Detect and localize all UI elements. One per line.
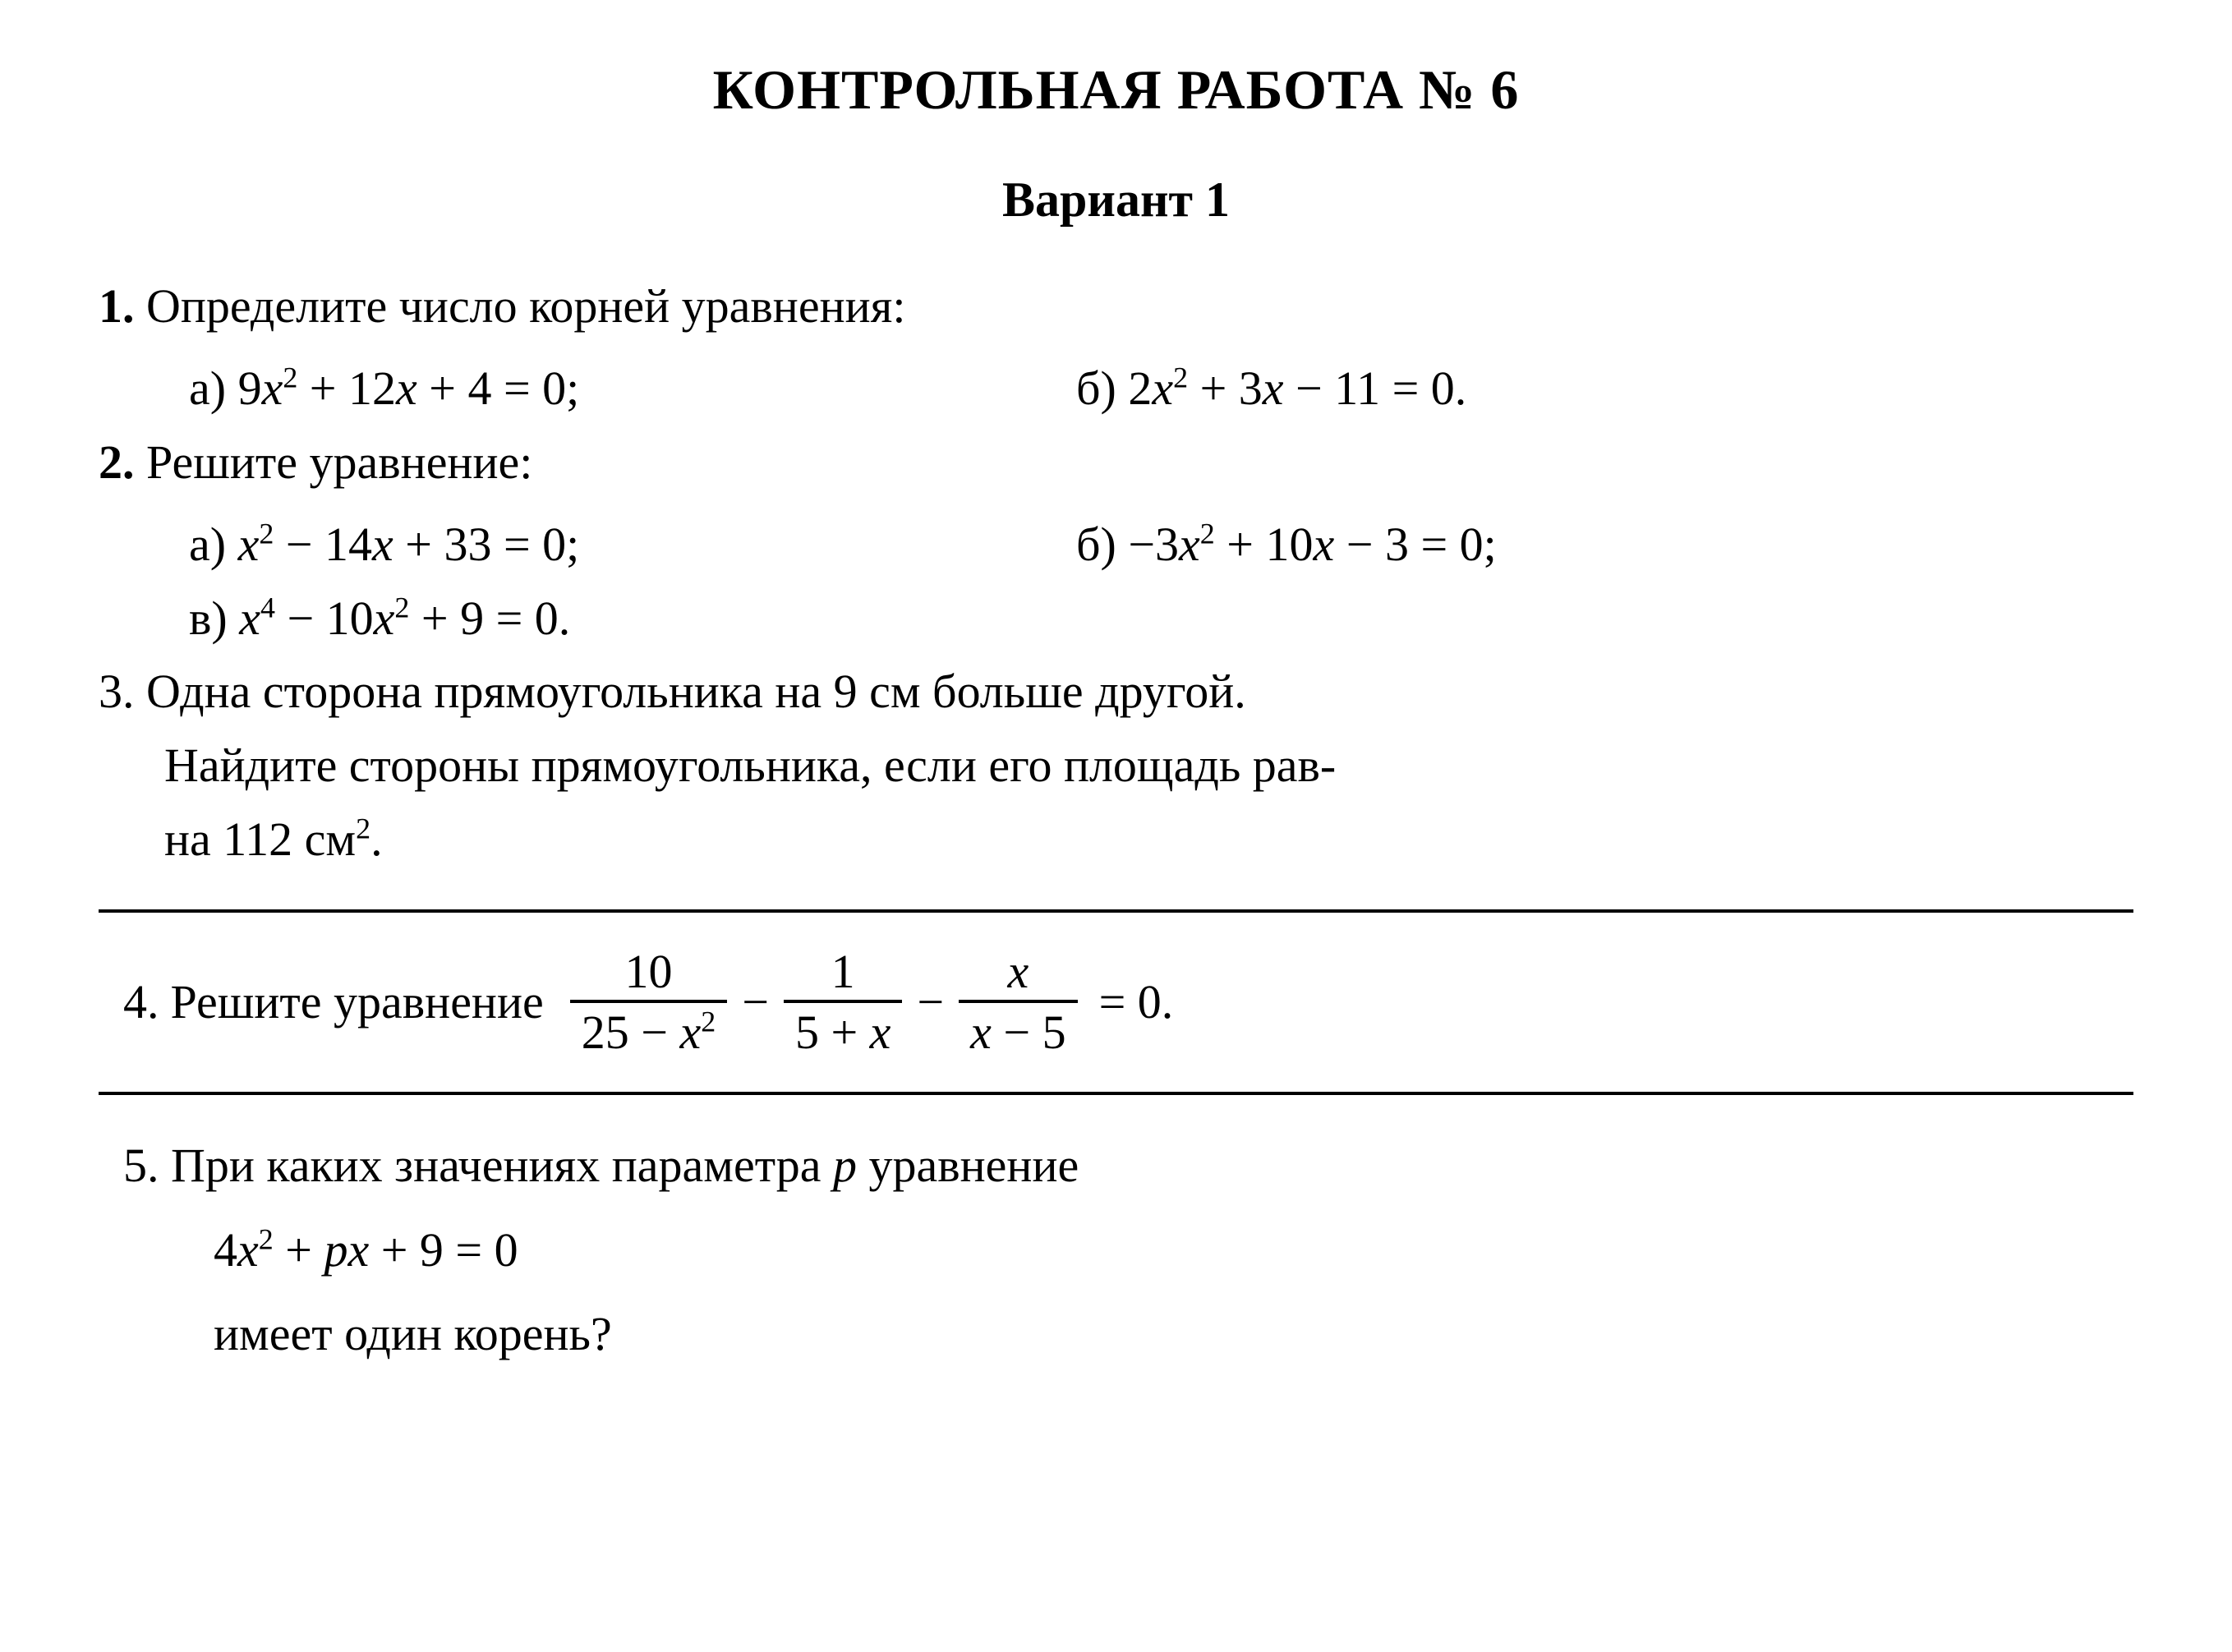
- p1-b-eq: 2x2 + 3x − 11 = 0.: [1128, 361, 1466, 415]
- divider-2: [99, 1092, 2133, 1095]
- p4-f1-num: 10: [570, 946, 727, 1003]
- p4-frac-3: x x − 5: [959, 946, 1077, 1059]
- p4-f2-num: 1: [784, 946, 902, 1003]
- problem-1-part-a: а) 9x2 + 12x + 4 = 0;: [189, 352, 1076, 426]
- p1-a-eq: 9x2 + 12x + 4 = 0;: [238, 361, 580, 415]
- p4-minus-2: −: [917, 974, 944, 1029]
- problem-4-number: 4.: [123, 974, 159, 1029]
- p2-a-eq: x2 − 14x + 33 = 0;: [238, 518, 580, 571]
- problem-3-line-3: на 112 см2.: [99, 803, 2133, 877]
- problem-2-row-1: а) x2 − 14x + 33 = 0; б) −3x2 + 10x − 3 …: [99, 508, 2133, 582]
- problem-3: 3. Одна сторона прямоугольника на 9 см б…: [99, 655, 2133, 877]
- p2-v-eq: x4 − 10x2 + 9 = 0.: [239, 591, 570, 645]
- p4-tail: = 0.: [1099, 974, 1174, 1029]
- problem-1-row: а) 9x2 + 12x + 4 = 0; б) 2x2 + 3x − 11 =…: [99, 352, 2133, 426]
- problem-3-number: 3.: [99, 665, 135, 718]
- problem-5: 5. При каких значениях параметра p уравн…: [99, 1128, 2133, 1373]
- p4-f1-den: 25 − x2: [570, 1003, 727, 1059]
- problem-4-lead: Решите уравнение: [171, 974, 544, 1029]
- p2-b-label: б): [1076, 518, 1116, 571]
- p4-f2-den: 5 + x: [784, 1003, 902, 1059]
- problem-5-lead-row: 5. При каких значениях параметра p уравн…: [123, 1128, 2133, 1204]
- problem-5-number: 5.: [123, 1139, 159, 1192]
- problem-1-part-b: б) 2x2 + 3x − 11 = 0.: [1076, 352, 1466, 426]
- p2-a-label: а): [189, 518, 226, 571]
- p2-v-label: в): [189, 591, 228, 645]
- problem-2: 2. Решите уравнение:: [99, 426, 2133, 499]
- p4-frac-1: 10 25 − x2: [570, 946, 727, 1059]
- p4-f3-num: x: [959, 946, 1077, 1003]
- p4-f3-den: x − 5: [959, 1003, 1077, 1059]
- problem-5-eq: 4x2 + px + 9 = 0: [123, 1213, 2133, 1289]
- problem-3-line-2: Найдите стороны прямоугольника, если его…: [99, 729, 2133, 803]
- problem-2-part-v: в) x4 − 10x2 + 9 = 0.: [189, 582, 1076, 656]
- variant-subtitle: Вариант 1: [99, 172, 2133, 228]
- problem-2-number: 2.: [99, 435, 135, 489]
- divider-1: [99, 909, 2133, 913]
- p4-frac-2: 1 5 + x: [784, 946, 902, 1059]
- p1-a-label: а): [189, 361, 226, 415]
- problem-2-text: Решите уравнение:: [146, 435, 532, 489]
- main-title: КОНТРОЛЬНАЯ РАБОТА № 6: [99, 58, 2133, 122]
- problem-4: 4. Решите уравнение 10 25 − x2 − 1 5 + x…: [99, 946, 2133, 1059]
- problem-1: 1. Определите число корней уравнения:: [99, 269, 2133, 343]
- p1-b-label: б): [1076, 361, 1116, 415]
- problem-5-tail: имеет один корень?: [123, 1296, 2133, 1373]
- problem-3-line-1: Одна сторона прямоугольника на 9 см боль…: [146, 665, 1246, 718]
- p2-b-eq: −3x2 + 10x − 3 = 0;: [1128, 518, 1496, 571]
- problem-5-lead: При каких значениях параметра p уравнени…: [171, 1139, 1079, 1192]
- p4-minus-1: −: [742, 974, 769, 1029]
- problem-1-number: 1.: [99, 279, 135, 333]
- problem-1-text: Определите число корней уравнения:: [146, 279, 905, 333]
- problem-2-part-a: а) x2 − 14x + 33 = 0;: [189, 508, 1076, 582]
- problem-2-part-b: б) −3x2 + 10x − 3 = 0;: [1076, 508, 1497, 582]
- problem-2-row-2: в) x4 − 10x2 + 9 = 0.: [99, 582, 2133, 656]
